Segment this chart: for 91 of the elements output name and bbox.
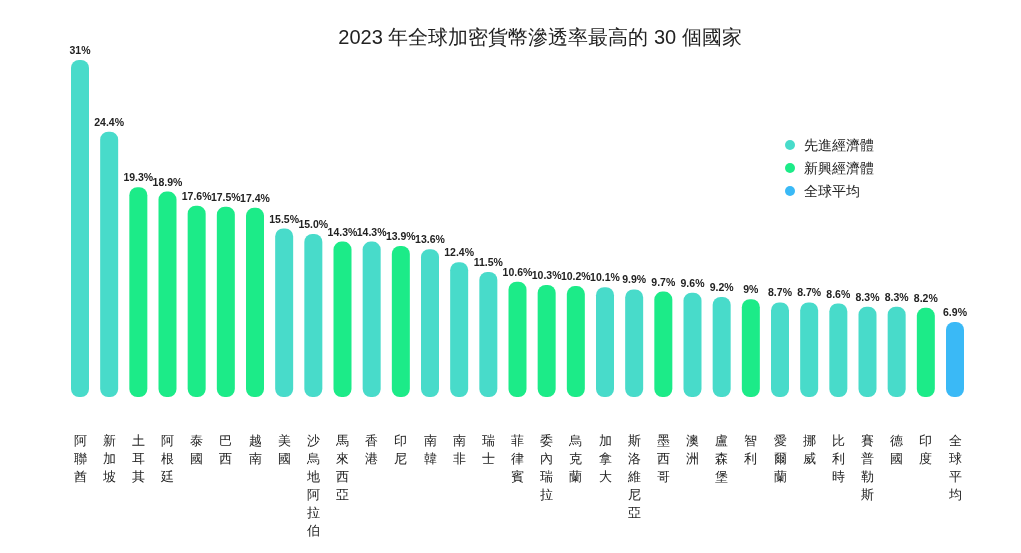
x-tick-label: 阿聯酋	[73, 433, 87, 484]
bar	[654, 291, 673, 397]
bar	[100, 131, 119, 397]
data-label: 17.4%	[240, 191, 271, 204]
x-tick-label: 智利	[744, 433, 758, 466]
bar	[596, 287, 614, 397]
bar	[800, 302, 819, 397]
bar	[683, 292, 702, 397]
x-tick-label: 沙烏地阿拉伯	[305, 433, 320, 538]
data-label: 13.6%	[415, 233, 446, 246]
x-tick-label: 烏克蘭	[568, 433, 583, 484]
bar	[421, 249, 439, 397]
bar	[829, 303, 848, 397]
bar	[333, 241, 352, 397]
bar	[508, 281, 527, 397]
data-label: 9.6%	[680, 276, 706, 289]
data-label: 8.3%	[855, 290, 881, 303]
data-label: 9.9%	[622, 273, 647, 286]
x-tick-label: 印度	[919, 433, 933, 466]
data-label: 31%	[69, 44, 92, 56]
x-tick-label: 愛爾蘭	[773, 433, 787, 484]
x-tick-label: 澳洲	[686, 433, 699, 466]
x-tick-label: 賽普勒斯	[861, 433, 874, 502]
x-tick-label: 南非	[452, 433, 466, 466]
x-tick-label: 南韓	[423, 433, 437, 466]
x-tick-label: 墨西哥	[656, 433, 670, 484]
chart-title: 2023 年全球加密貨幣滲透率最高的 30 個國家	[338, 26, 742, 48]
data-label: 10.1%	[590, 271, 621, 284]
bar	[916, 307, 935, 397]
data-label: 9.7%	[651, 275, 676, 288]
data-label: 12.4%	[444, 246, 475, 259]
bar	[771, 302, 789, 397]
bar	[187, 205, 206, 397]
data-label: 15.0%	[298, 217, 329, 230]
x-tick-label: 全球平均	[947, 433, 962, 502]
bar	[741, 299, 760, 397]
bar	[391, 245, 410, 397]
bar	[858, 306, 877, 397]
bar	[712, 296, 731, 397]
x-tick-label: 斯洛維尼亞	[626, 433, 641, 520]
data-label: 11.5%	[473, 255, 504, 268]
data-label: 13.9%	[385, 229, 417, 242]
data-label: 14.3%	[356, 225, 388, 238]
bar	[450, 262, 469, 397]
bar	[625, 289, 644, 397]
bar	[246, 207, 264, 397]
data-label: 6.9%	[943, 305, 968, 318]
data-label: 8.6%	[826, 287, 851, 300]
data-label: 9.2%	[709, 280, 735, 293]
data-label: 8.3%	[884, 290, 910, 303]
bar	[362, 241, 381, 397]
x-tick-label: 印尼	[394, 433, 408, 466]
data-label: 8.2%	[913, 291, 939, 304]
x-tick-label: 瑞士	[481, 433, 495, 466]
legend-label: 先進經濟體	[804, 137, 874, 153]
data-label: 9%	[743, 283, 760, 296]
data-label: 24.4%	[94, 115, 125, 128]
bar	[537, 285, 556, 397]
bar	[158, 191, 177, 397]
x-tick-label: 加拿大	[598, 433, 612, 484]
bar	[71, 60, 89, 397]
bar	[479, 271, 498, 397]
x-tick-label: 挪威	[802, 433, 816, 466]
data-label: 8.7%	[797, 286, 822, 299]
x-tick-label: 巴西	[219, 433, 233, 466]
bar	[304, 233, 323, 397]
x-tick-label: 菲律賓	[511, 433, 524, 484]
x-tick-label: 阿根廷	[160, 433, 174, 484]
bar	[275, 228, 294, 397]
x-tick-label: 越南	[248, 433, 262, 466]
x-tick-label: 德國	[890, 433, 904, 466]
bar	[216, 206, 235, 397]
x-tick-label: 馬來西亞	[335, 433, 349, 502]
x-tick-label: 新加坡	[101, 433, 116, 484]
data-label: 18.9%	[152, 175, 184, 188]
x-tick-label: 委內瑞拉	[540, 433, 554, 502]
data-label: 19.3%	[123, 171, 154, 184]
x-tick-label: 泰國	[190, 433, 204, 466]
x-tick-label: 美國	[277, 433, 291, 466]
data-label: 8.7%	[768, 286, 793, 299]
x-tick-label: 香港	[365, 433, 379, 466]
x-tick-label: 盧森堡	[715, 433, 729, 484]
legend-label: 全球平均	[804, 183, 860, 199]
legend-label: 新興經濟體	[804, 160, 874, 176]
bar	[129, 187, 148, 397]
bar	[946, 321, 964, 397]
data-label: 15.5%	[269, 212, 300, 225]
x-tick-label: 土耳其	[131, 433, 145, 484]
bar	[887, 306, 906, 397]
bar	[566, 286, 585, 397]
x-tick-label: 比利時	[831, 433, 845, 484]
